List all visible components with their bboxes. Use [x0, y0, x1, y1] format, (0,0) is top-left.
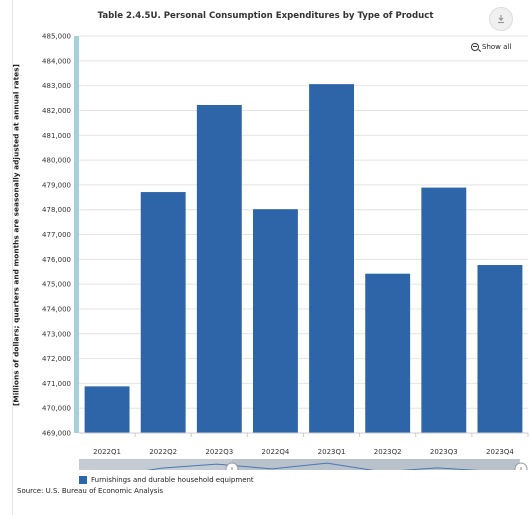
y-tick-label: 473,000	[42, 330, 71, 338]
y-tick-label: 475,000	[42, 281, 71, 289]
x-tick-label: 2022Q3	[205, 448, 233, 456]
bar[interactable]	[84, 386, 130, 433]
zoom-out-icon	[471, 43, 479, 51]
navigator-selection[interactable]	[232, 459, 519, 470]
x-tick-label: 2023Q3	[430, 448, 458, 456]
x-tick-label: 2023Q2	[374, 448, 402, 456]
legend-label: Furnishings and durable household equipm…	[91, 476, 254, 484]
y-tick-label: 474,000	[42, 305, 71, 313]
show-all-label: Show all	[482, 43, 512, 51]
y-tick-label: 484,000	[42, 57, 71, 65]
y-tick-label: 481,000	[42, 132, 71, 140]
x-tick-label: 2023Q1	[318, 448, 346, 456]
bar[interactable]	[477, 265, 523, 433]
y-tick-label: 477,000	[42, 231, 71, 239]
range-navigator[interactable]: 2022Q12022Q22022Q32022Q42023Q12023Q22023…	[79, 459, 528, 470]
y-tick-label: 472,000	[42, 355, 71, 363]
y-tick-label: 480,000	[42, 157, 71, 165]
navigator-left-handle[interactable]	[225, 462, 239, 470]
y-tick-label: 479,000	[42, 181, 71, 189]
bar[interactable]	[309, 84, 355, 433]
y-tick-label: 470,000	[42, 405, 71, 413]
bar-chart: 469,000 470,000 471,000 472,000 473,000 474,0…	[42, 33, 529, 470]
legend-swatch	[79, 476, 87, 484]
chart-frame	[12, 0, 531, 515]
x-tick-label: 2022Q2	[149, 448, 177, 456]
y-tick-label: 471,000	[42, 380, 71, 388]
source-note: Source: U.S. Bureau of Economic Analysis	[17, 487, 164, 495]
bar[interactable]	[140, 192, 186, 433]
download-icon	[498, 15, 504, 24]
y-tick-label: 478,000	[42, 206, 71, 214]
bar[interactable]	[421, 187, 467, 433]
y-tick-label: 469,000	[42, 430, 71, 438]
y-tick-label: 485,000	[42, 33, 71, 41]
y-tick-labels: 469,000 470,000 471,000 472,000 473,000 474,0…	[42, 33, 71, 438]
navigator-right-handle[interactable]	[514, 462, 528, 470]
bars	[84, 84, 523, 433]
y-tick-label: 476,000	[42, 256, 71, 264]
x-tick-label: 2022Q4	[262, 448, 290, 456]
y-tick-label: 482,000	[42, 107, 71, 115]
x-tick-label: 2022Q1	[93, 448, 121, 456]
x-tick-labels: 2022Q1 2022Q2 2022Q3 2022Q4 2023Q1 2023Q2 2023…	[79, 432, 529, 456]
navigator-series	[146, 462, 479, 470]
show-all-button[interactable]: Show all	[471, 40, 511, 54]
download-button[interactable]	[489, 7, 513, 31]
bar[interactable]	[252, 209, 298, 433]
legend-item[interactable]: Furnishings and durable household equipm…	[79, 476, 254, 484]
x-tick-label: 2023Q4	[486, 448, 514, 456]
chart-title: Table 2.4.5U. Personal Consumption Expen…	[97, 11, 434, 21]
bar[interactable]	[196, 104, 242, 433]
bar[interactable]	[365, 273, 411, 433]
y-axis-band	[74, 36, 79, 433]
y-tick-label: 483,000	[42, 82, 71, 90]
